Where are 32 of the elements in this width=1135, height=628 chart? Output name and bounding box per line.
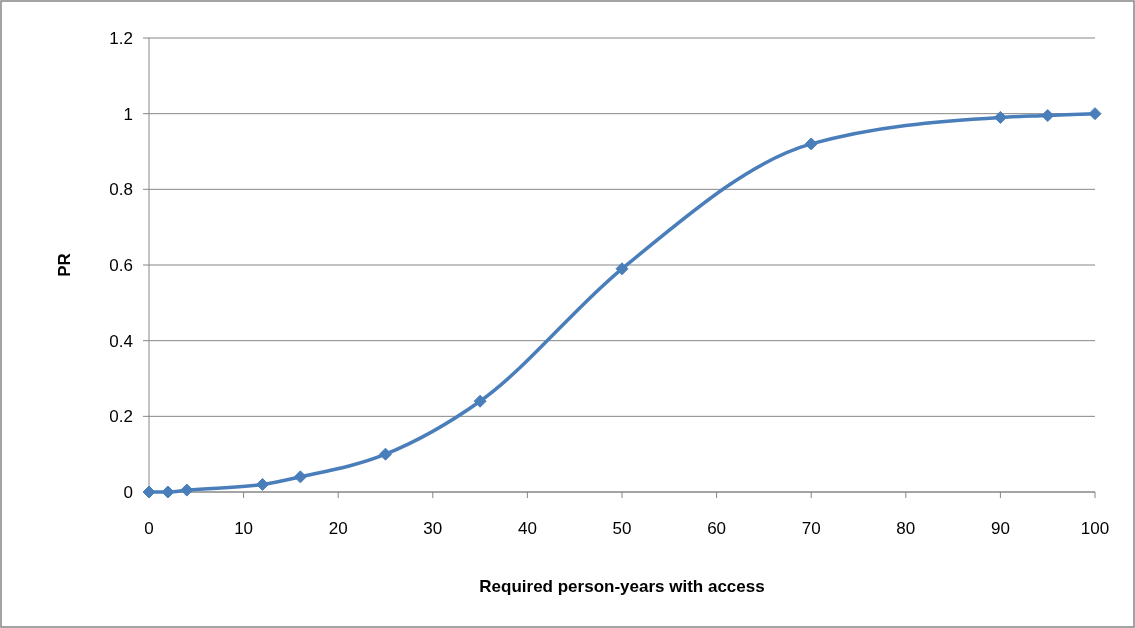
point [993,110,1007,124]
x-tick-label: 40 [517,519,537,538]
x-tick-label: 0 [144,519,154,538]
y-tick-label: 1 [123,104,133,124]
x-tick-label: 60 [707,519,727,538]
y-tick-label: 0.8 [109,180,133,200]
point [615,262,629,276]
point [379,447,392,461]
point [256,477,270,491]
point [180,483,194,497]
point [142,485,156,499]
x-axis-title: Required person-years with access [479,577,765,596]
x-tick-label: 20 [328,519,348,538]
point [161,485,175,499]
point [1041,109,1055,123]
point [804,137,818,151]
x-tick-label: 50 [612,519,632,538]
x-tick-label: 30 [423,519,443,538]
x-tick-label: 80 [896,519,916,538]
x-tick-label: 10 [234,519,254,538]
y-tick-label: 1.2 [109,28,133,48]
y-tick-label: 0.2 [109,407,133,427]
y-tick-label: 0.6 [109,255,133,275]
point [1088,107,1102,121]
point [293,470,307,484]
y-axis-title: PR [55,253,74,277]
point [473,394,487,408]
y-tick-label: 0 [123,482,133,502]
y-tick-label: 0.4 [109,331,133,351]
x-tick-label: 100 [1080,519,1110,538]
x-tick-label: 90 [990,519,1010,538]
x-tick-label: 70 [801,519,821,538]
